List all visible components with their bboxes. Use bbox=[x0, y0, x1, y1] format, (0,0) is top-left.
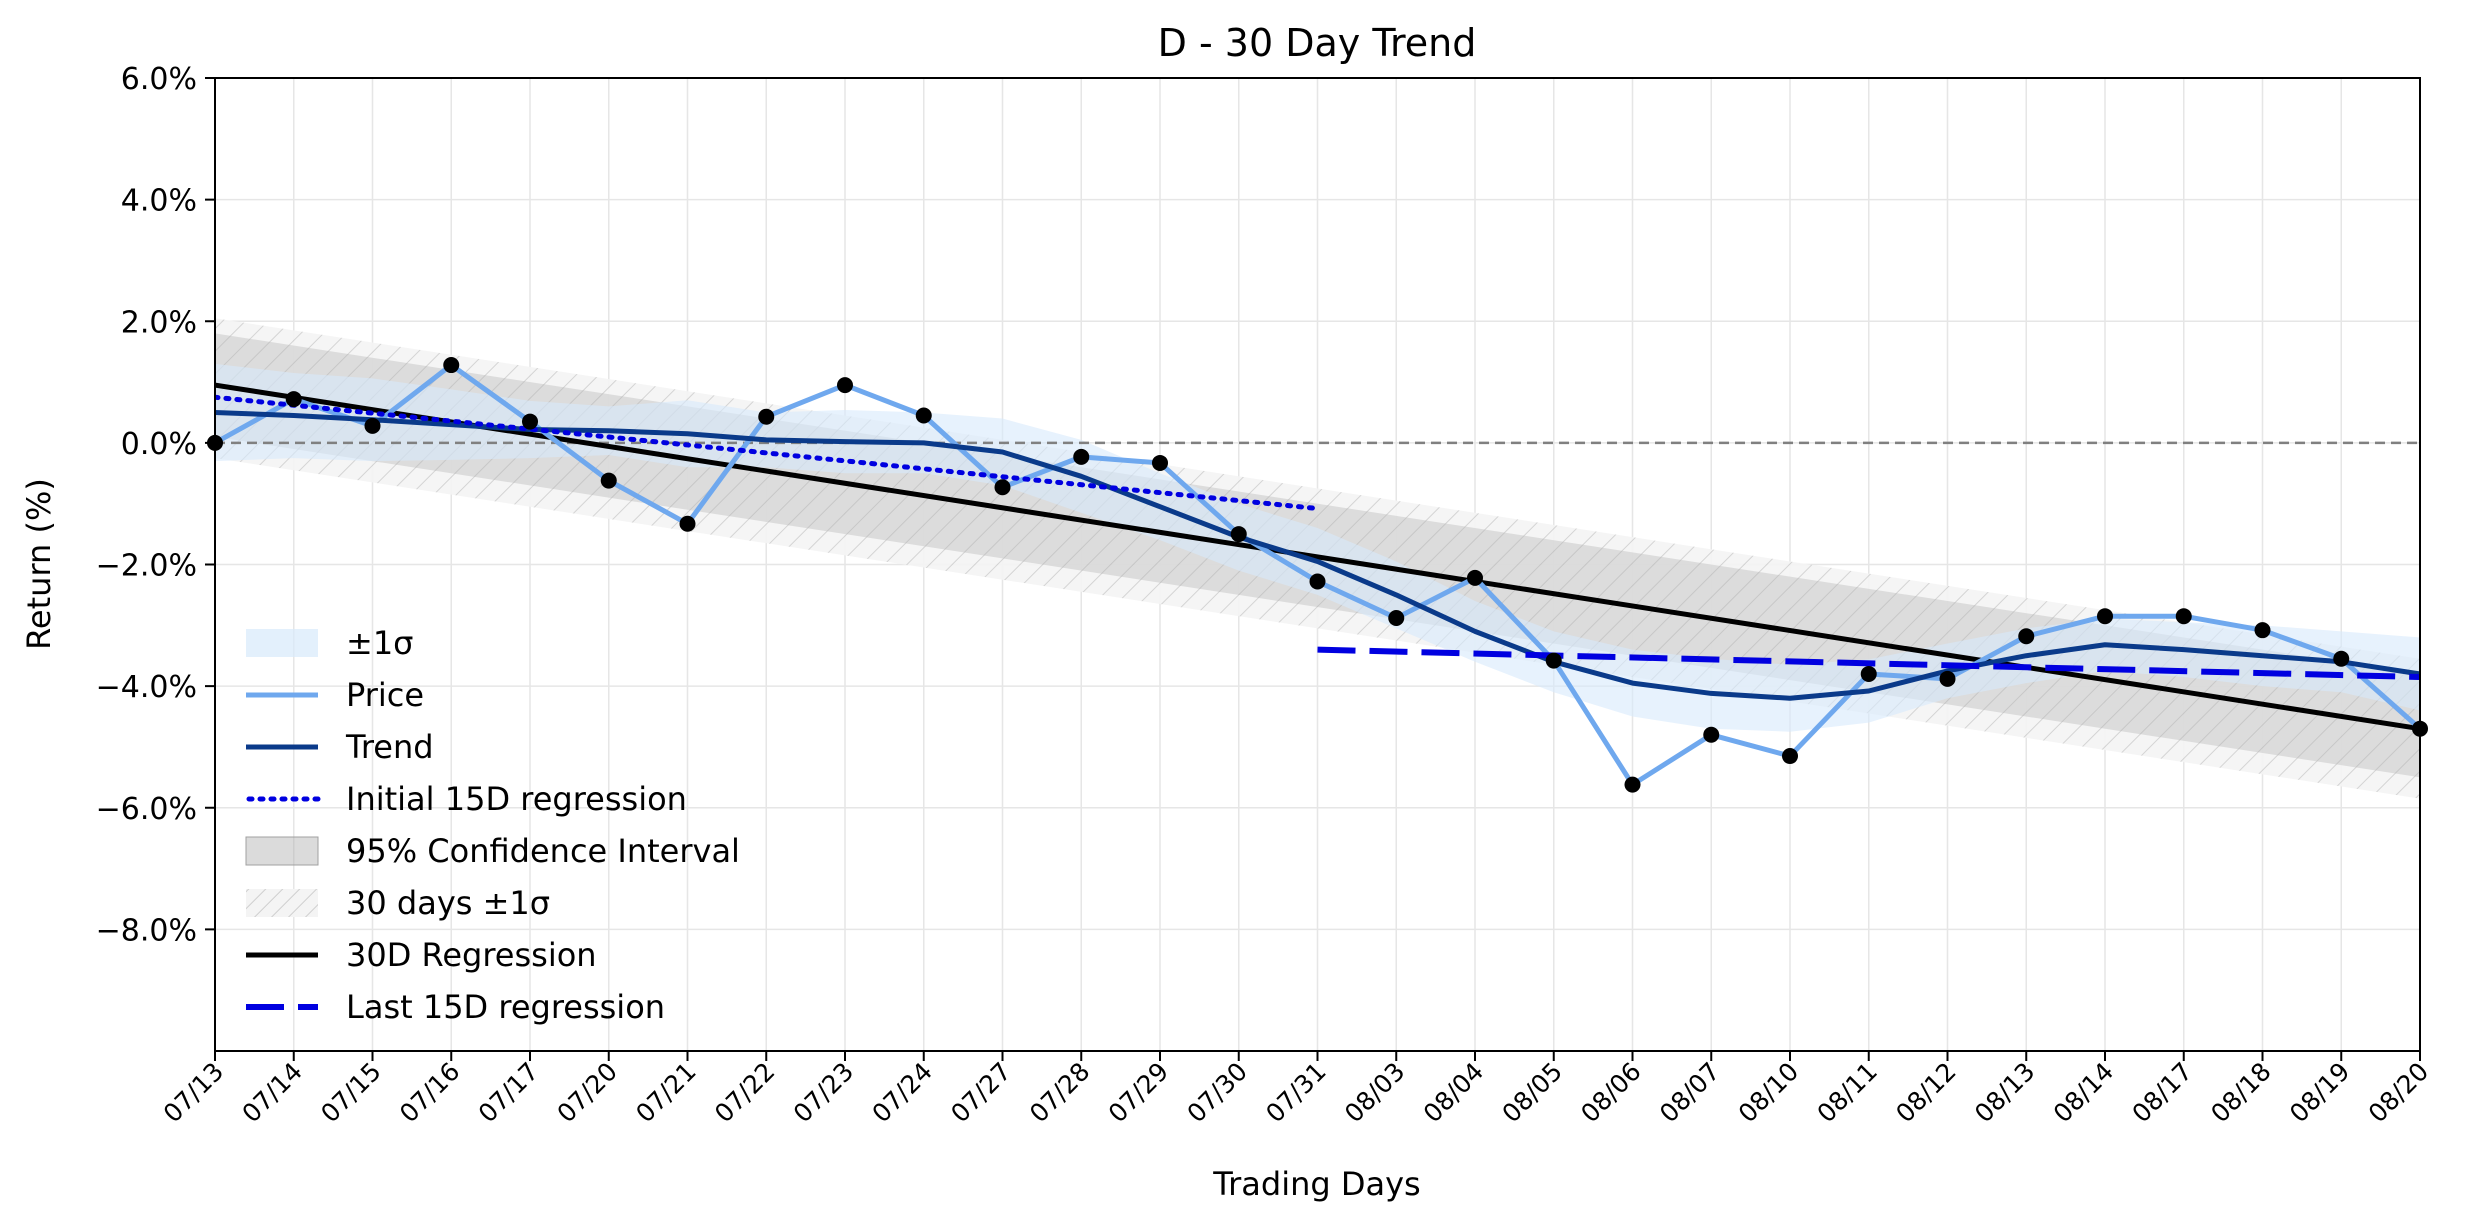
price-point bbox=[2097, 608, 2113, 625]
x-tick-label: 07/13 bbox=[158, 1057, 229, 1128]
x-tick-label: 08/14 bbox=[2048, 1057, 2119, 1128]
legend-label: 30 days ±1σ bbox=[346, 884, 550, 922]
price-point bbox=[994, 479, 1011, 496]
price-point bbox=[1545, 652, 1562, 669]
x-tick-label: 08/13 bbox=[1969, 1057, 2040, 1128]
x-tick-label: 08/11 bbox=[1812, 1057, 1883, 1128]
x-tick-label: 07/21 bbox=[630, 1057, 701, 1128]
x-tick-label: 08/07 bbox=[1654, 1057, 1725, 1128]
x-tick-label: 08/06 bbox=[1575, 1057, 1646, 1128]
price-point bbox=[1939, 670, 1956, 687]
legend-swatch bbox=[246, 889, 318, 917]
y-tick-label: 4.0% bbox=[121, 184, 197, 219]
x-tick-label: 07/14 bbox=[237, 1057, 308, 1128]
y-tick-label: −2.0% bbox=[96, 549, 197, 584]
legend-label: Price bbox=[346, 676, 424, 714]
initial-15d-regression-line bbox=[215, 394, 1320, 512]
legend: ±1σ Price Trend Initial 15D regression 95% C… bbox=[245, 624, 740, 1026]
legend-item-conf95: 95% Confidence Interval bbox=[245, 832, 740, 870]
price-point bbox=[1467, 569, 1483, 586]
x-tick-label: 08/10 bbox=[1733, 1057, 1804, 1128]
legend-item-trend: Trend bbox=[246, 728, 434, 766]
x-tick-label: 07/28 bbox=[1024, 1057, 1095, 1128]
price-point bbox=[1388, 610, 1405, 627]
x-tick-label: 07/22 bbox=[709, 1057, 780, 1128]
legend-item-sigma: ±1σ bbox=[246, 624, 413, 662]
x-tick-label: 08/20 bbox=[2363, 1057, 2434, 1128]
price-point bbox=[2254, 622, 2271, 639]
legend-item-initial15: Initial 15D regression bbox=[246, 780, 687, 818]
x-tick-label: 07/15 bbox=[315, 1057, 386, 1128]
legend-label: ±1σ bbox=[346, 624, 413, 662]
legend-item-reg30: 30D Regression bbox=[246, 936, 597, 974]
y-tick-label: −8.0% bbox=[96, 913, 197, 948]
price-point bbox=[1073, 448, 1090, 465]
x-tick-label: 07/20 bbox=[552, 1057, 623, 1128]
x-tick-label: 07/27 bbox=[945, 1057, 1016, 1128]
trend-line bbox=[215, 409, 2420, 701]
price-point bbox=[1624, 776, 1641, 793]
legend-label: 30D Regression bbox=[346, 936, 597, 974]
legend-item-price: Price bbox=[246, 676, 424, 714]
x-tick-label: 07/24 bbox=[867, 1057, 938, 1128]
x-axis-ticks: 07/13 07/14 07/15 07/16 07/17 07/20 07/21 07/22… bbox=[158, 1051, 2434, 1128]
x-tick-label: 07/29 bbox=[1103, 1057, 1174, 1128]
price-point bbox=[1703, 726, 1720, 743]
price-point bbox=[2018, 628, 2035, 645]
price-point bbox=[1230, 526, 1247, 543]
price-point bbox=[2175, 608, 2192, 625]
price-point bbox=[285, 391, 302, 408]
x-tick-label: 08/17 bbox=[2127, 1057, 2198, 1128]
price-point bbox=[1152, 454, 1168, 471]
x-tick-label: 08/03 bbox=[1339, 1057, 1410, 1128]
x-tick-label: 08/05 bbox=[1497, 1057, 1568, 1128]
legend-label: 95% Confidence Interval bbox=[346, 832, 740, 870]
y-axis-ticks: 6.0% 4.0% 2.0% 0.0% −2.0% −4.0% −6.0% −8.0% bbox=[96, 62, 215, 948]
price-point bbox=[679, 515, 696, 532]
x-tick-label: 07/30 bbox=[1182, 1057, 1253, 1128]
y-tick-label: 6.0% bbox=[121, 62, 197, 97]
x-tick-label: 07/31 bbox=[1260, 1057, 1331, 1128]
price-point bbox=[758, 408, 775, 425]
legend-item-last15: Last 15D regression bbox=[246, 988, 665, 1026]
x-tick-label: 08/12 bbox=[1890, 1057, 1961, 1128]
sigma-band bbox=[215, 363, 2420, 732]
legend-item-sigma30: 30 days ±1σ bbox=[246, 884, 550, 922]
y-tick-label: 2.0% bbox=[121, 305, 197, 340]
y-tick-label: 0.0% bbox=[121, 427, 197, 462]
legend-label: Trend bbox=[345, 728, 434, 766]
x-tick-label: 07/17 bbox=[473, 1057, 544, 1128]
price-point bbox=[1782, 748, 1798, 765]
regression-30d-line bbox=[215, 382, 2420, 732]
x-tick-label: 07/16 bbox=[394, 1057, 465, 1128]
x-tick-label: 07/23 bbox=[788, 1057, 859, 1128]
price-point bbox=[915, 407, 932, 424]
price-point bbox=[837, 377, 853, 394]
last-15d-regression-line bbox=[1317, 646, 2420, 681]
x-tick-label: 08/04 bbox=[1418, 1057, 1489, 1128]
y-axis-label: Return (%) bbox=[20, 478, 58, 650]
x-axis-label: Trading Days bbox=[1212, 1165, 1420, 1203]
legend-swatch bbox=[245, 836, 319, 866]
price-point bbox=[443, 357, 460, 374]
chart-title: D - 30 Day Trend bbox=[1158, 21, 1477, 65]
x-tick-label: 08/19 bbox=[2284, 1057, 2355, 1128]
legend-swatch bbox=[246, 629, 318, 657]
x-tick-label: 08/18 bbox=[2205, 1057, 2276, 1128]
price-point bbox=[600, 472, 617, 489]
price-point bbox=[2333, 650, 2350, 667]
price-point bbox=[522, 413, 538, 430]
y-tick-label: −6.0% bbox=[96, 792, 197, 827]
price-point bbox=[1860, 665, 1877, 682]
price-point bbox=[364, 417, 381, 434]
legend-label: Initial 15D regression bbox=[346, 780, 687, 818]
price-point bbox=[1309, 573, 1326, 590]
y-tick-label: −4.0% bbox=[96, 670, 197, 705]
legend-label: Last 15D regression bbox=[346, 988, 665, 1026]
